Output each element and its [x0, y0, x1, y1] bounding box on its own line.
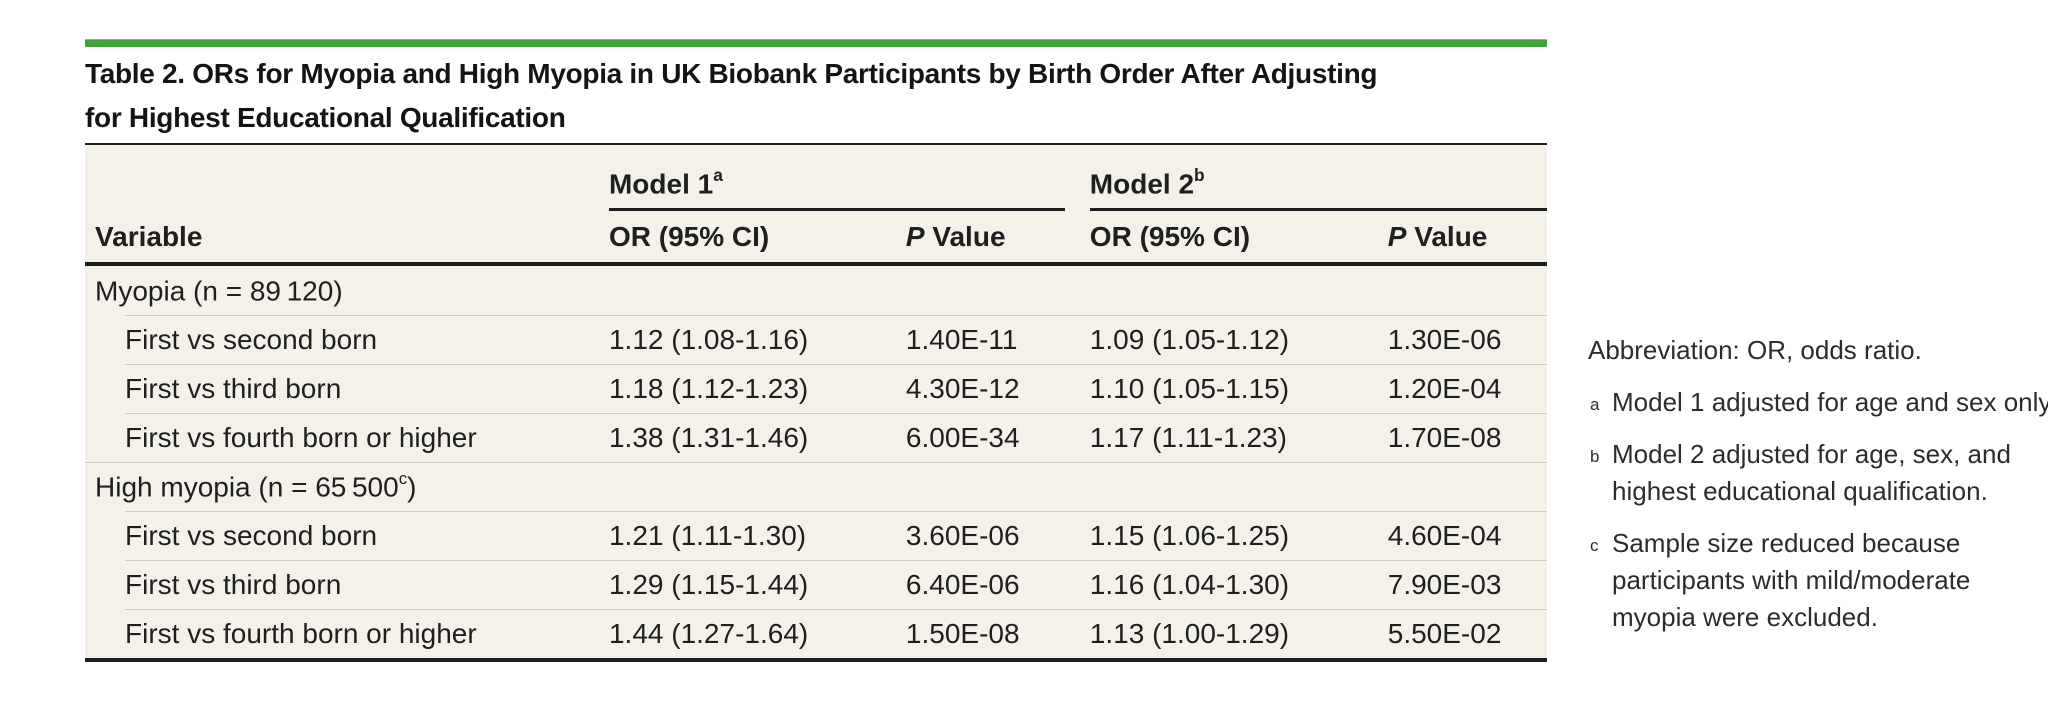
cell-model2-pvalue: 5.50E-02 — [1387, 617, 1502, 649]
cell-model1-pvalue: 6.40E-06 — [905, 568, 1020, 600]
footnote-a: a Model 1 adjusted for age and sex only. — [1588, 384, 2048, 421]
cell-model1-or: 1.12 (1.08-1.16) — [608, 323, 809, 355]
table-row: First vs second born 1.21 (1.11-1.30) 3.… — [85, 511, 1547, 560]
section-label: Myopia (n = 89 120) — [85, 275, 1547, 307]
footnote-abbreviation: Abbreviation: OR, odds ratio. — [1588, 335, 1922, 365]
column-header-model2-pvalue: P Value — [1388, 221, 1547, 253]
cell-model1-or: 1.38 (1.31-1.46) — [608, 421, 809, 453]
cell-model2-or: 1.09 (1.05-1.12) — [1089, 323, 1290, 355]
cell-variable: First vs fourth born or higher — [125, 617, 477, 649]
cell-model2-or: 1.10 (1.05-1.15) — [1089, 372, 1290, 404]
table-row: First vs third born 1.29 (1.15-1.44) 6.4… — [85, 560, 1547, 609]
table-section-row-high-myopia: High myopia (n = 65 500c) — [85, 462, 1547, 511]
pvalue-italic-p: P — [905, 221, 925, 253]
cell-model1-pvalue: 1.40E-11 — [905, 323, 1018, 355]
footnote-b-text: Model 2 adjusted for age, sex, and highe… — [1612, 439, 2011, 506]
cell-model1-pvalue: 3.60E-06 — [905, 519, 1020, 551]
column-header-model2-or: OR (95% CI) — [1089, 221, 1251, 253]
section-label: High myopia (n = 65 500c) — [85, 468, 1547, 503]
cell-model1-pvalue: 1.50E-08 — [905, 617, 1020, 649]
cell-model2-pvalue: 1.30E-06 — [1387, 323, 1502, 355]
cell-variable: First vs third born — [125, 372, 342, 404]
cell-model2-pvalue: 4.60E-04 — [1387, 519, 1502, 551]
table-row: First vs fourth born or higher 1.38 (1.3… — [85, 413, 1547, 462]
section-label-text: High myopia (n = 65 500 — [95, 470, 399, 502]
pvalue-rest: Value — [1406, 221, 1488, 253]
group-header-model1-label: Model 1 — [608, 168, 714, 200]
cell-model2-pvalue: 7.90E-03 — [1387, 568, 1502, 600]
footnote-a-text: Model 1 adjusted for age and sex only. — [1612, 387, 2048, 417]
cell-model1-pvalue: 4.30E-12 — [905, 372, 1020, 404]
cell-variable: First vs third born — [125, 568, 342, 600]
table-section-row-myopia: Myopia (n = 89 120) — [85, 266, 1547, 315]
cell-variable: First vs second born — [125, 323, 378, 355]
table-column-header-row: Variable OR (95% CI) P Value OR (95% CI)… — [85, 211, 1547, 267]
cell-model2-or: 1.17 (1.11-1.23) — [1089, 421, 1287, 453]
footnote-b: b Model 2 adjusted for age, sex, and high… — [1588, 436, 2048, 510]
group-header-model2-superscript: b — [1194, 165, 1205, 185]
cell-model1-or: 1.44 (1.27-1.64) — [608, 617, 809, 649]
cell-model1-pvalue: 6.00E-34 — [905, 421, 1020, 453]
cell-model1-or: 1.21 (1.11-1.30) — [608, 519, 807, 551]
table-row: First vs third born 1.18 (1.12-1.23) 4.3… — [85, 364, 1547, 413]
cell-variable: First vs fourth born or higher — [125, 421, 477, 453]
group-header-model1: Model 1a — [608, 165, 1090, 212]
footnote-b-marker: b — [1590, 447, 1600, 466]
cell-variable: First vs second born — [125, 519, 378, 551]
section-label-text: Myopia (n = 89 120) — [95, 274, 343, 306]
footnote-c-marker: c — [1590, 536, 1599, 555]
footnotes: Abbreviation: OR, odds ratio. a Model 1 a… — [1588, 332, 2048, 636]
cell-model1-or: 1.29 (1.15-1.44) — [608, 568, 809, 600]
data-table: Model 1a Model 2b Variable OR (95% CI) P… — [85, 143, 1547, 663]
footnote-c: c Sample size reduced because participant… — [1588, 525, 2048, 636]
cell-model2-or: 1.13 (1.00-1.29) — [1089, 617, 1290, 649]
cell-model1-or: 1.18 (1.12-1.23) — [608, 372, 809, 404]
accent-bar — [85, 39, 1547, 47]
table-row: First vs second born 1.12 (1.08-1.16) 1.… — [85, 315, 1547, 364]
column-header-model1-pvalue: P Value — [906, 221, 1090, 253]
column-header-model1-or: OR (95% CI) — [608, 221, 770, 253]
section-label-suffix: ) — [407, 470, 417, 502]
column-header-variable: Variable — [95, 221, 203, 253]
table-title-line1: Table 2. ORs for Myopia and High Myopia … — [85, 58, 1378, 89]
cell-model2-pvalue: 1.70E-08 — [1387, 421, 1502, 453]
cell-model2-or: 1.15 (1.06-1.25) — [1089, 519, 1290, 551]
table-title-line2: for Highest Educational Qualification — [85, 102, 566, 133]
pvalue-rest: Value — [924, 221, 1006, 253]
table-group-header-row: Model 1a Model 2b — [85, 145, 1547, 212]
pvalue-italic-p: P — [1387, 221, 1407, 253]
group-header-model2-label: Model 2 — [1089, 168, 1195, 200]
section-label-superscript: c — [398, 468, 408, 488]
table-row: First vs fourth born or higher 1.44 (1.2… — [85, 609, 1547, 658]
footnote-a-marker: a — [1590, 395, 1600, 414]
group-header-model1-superscript: a — [713, 165, 723, 185]
cell-model2-pvalue: 1.20E-04 — [1387, 372, 1502, 404]
table-title: Table 2. ORs for Myopia and High Myopia … — [85, 52, 1378, 140]
cell-model2-or: 1.16 (1.04-1.30) — [1089, 568, 1290, 600]
footnote-c-text: Sample size reduced because participants… — [1612, 528, 1971, 632]
group-header-model2: Model 2b — [1089, 165, 1547, 212]
